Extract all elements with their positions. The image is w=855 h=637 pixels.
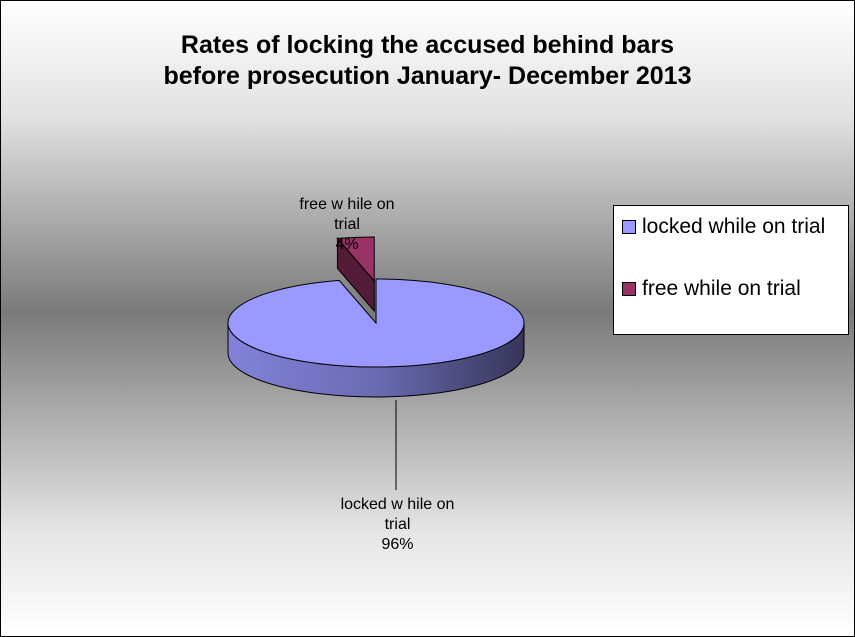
data-label-locked-line-1: locked w hile on <box>340 496 455 513</box>
data-label-locked-while-on-trial: locked w hile on trial 96% <box>300 495 495 555</box>
data-label-free-line-1: free w hile on <box>299 196 395 213</box>
legend-label-locked: locked while on trial <box>642 215 826 238</box>
legend-item-free-while-on-trial: free while on trial <box>622 276 842 301</box>
chart-title-line-1: Rates of locking the accused behind bars <box>180 31 675 59</box>
legend-item-locked-while-on-trial: locked while on trial <box>622 214 842 239</box>
chart-title-line-2: before prosecution January- December 201… <box>163 62 692 90</box>
pie-slice-locked-while-on-trial <box>227 278 525 368</box>
data-label-locked-line-3: 96% <box>381 536 414 553</box>
data-label-free-while-on-trial: free w hile on trial 4% <box>262 195 432 255</box>
legend-label-free: free while on trial <box>642 277 801 300</box>
legend: locked while on trial free while on tria… <box>613 205 849 335</box>
chart-title: Rates of locking the accused behind bars… <box>0 30 855 92</box>
pie-slice-free-while-on-trial <box>336 236 375 283</box>
legend-swatch-free <box>622 282 636 296</box>
data-label-free-line-2: trial <box>334 216 360 233</box>
data-label-locked-line-2: trial <box>384 516 411 533</box>
data-label-free-line-3: 4% <box>335 236 359 253</box>
legend-swatch-locked <box>622 220 636 234</box>
